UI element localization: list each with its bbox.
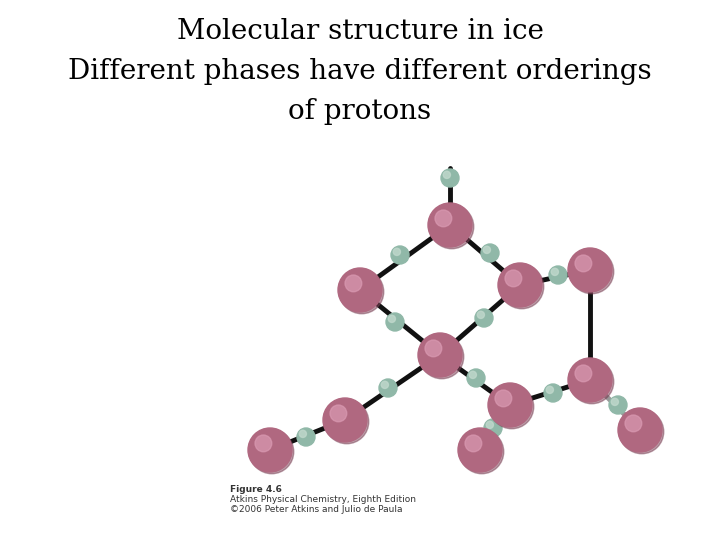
Text: ©2006 Peter Atkins and Julio de Paula: ©2006 Peter Atkins and Julio de Paula	[230, 505, 402, 514]
Circle shape	[435, 210, 451, 227]
Circle shape	[549, 266, 567, 284]
Circle shape	[483, 246, 490, 253]
Circle shape	[428, 203, 472, 247]
Circle shape	[391, 246, 409, 264]
Circle shape	[300, 430, 307, 437]
Circle shape	[490, 385, 534, 429]
Circle shape	[297, 428, 315, 446]
Circle shape	[330, 405, 347, 422]
Circle shape	[255, 435, 271, 452]
Circle shape	[323, 398, 367, 442]
Text: Figure 4.6: Figure 4.6	[230, 485, 282, 494]
Circle shape	[570, 250, 613, 294]
Circle shape	[488, 383, 532, 427]
Circle shape	[568, 358, 612, 402]
Circle shape	[570, 360, 613, 404]
Circle shape	[248, 428, 292, 472]
Circle shape	[575, 255, 592, 272]
Circle shape	[477, 311, 485, 319]
Text: Different phases have different orderings: Different phases have different ordering…	[68, 58, 652, 85]
Circle shape	[340, 270, 384, 314]
Circle shape	[620, 410, 664, 454]
Circle shape	[625, 415, 642, 432]
Circle shape	[618, 408, 662, 452]
Circle shape	[475, 309, 493, 327]
Circle shape	[444, 171, 451, 178]
Circle shape	[325, 400, 369, 444]
Circle shape	[467, 369, 485, 387]
Circle shape	[393, 248, 400, 255]
Circle shape	[505, 270, 522, 287]
Circle shape	[460, 430, 504, 474]
Circle shape	[552, 268, 559, 275]
Circle shape	[544, 384, 562, 402]
Circle shape	[611, 399, 618, 406]
Circle shape	[382, 381, 389, 388]
Circle shape	[481, 244, 499, 262]
Circle shape	[458, 428, 502, 472]
Circle shape	[250, 430, 294, 474]
Circle shape	[338, 268, 382, 312]
Circle shape	[430, 205, 474, 249]
Circle shape	[418, 333, 462, 377]
Circle shape	[425, 340, 442, 357]
Circle shape	[379, 379, 397, 397]
Text: Molecular structure in ice: Molecular structure in ice	[176, 18, 544, 45]
Circle shape	[498, 263, 542, 307]
Circle shape	[568, 248, 612, 292]
Circle shape	[386, 313, 404, 331]
Circle shape	[388, 315, 395, 322]
Circle shape	[484, 419, 502, 437]
Text: Atkins Physical Chemistry, Eighth Edition: Atkins Physical Chemistry, Eighth Editio…	[230, 495, 416, 504]
Circle shape	[420, 335, 464, 379]
Text: of protons: of protons	[289, 98, 431, 125]
Circle shape	[441, 169, 459, 187]
Circle shape	[575, 365, 592, 382]
Circle shape	[469, 372, 477, 379]
Circle shape	[546, 386, 554, 394]
Circle shape	[345, 275, 361, 292]
Circle shape	[486, 421, 493, 428]
Circle shape	[465, 435, 482, 452]
Circle shape	[495, 390, 512, 407]
Circle shape	[500, 265, 544, 309]
Circle shape	[609, 396, 627, 414]
